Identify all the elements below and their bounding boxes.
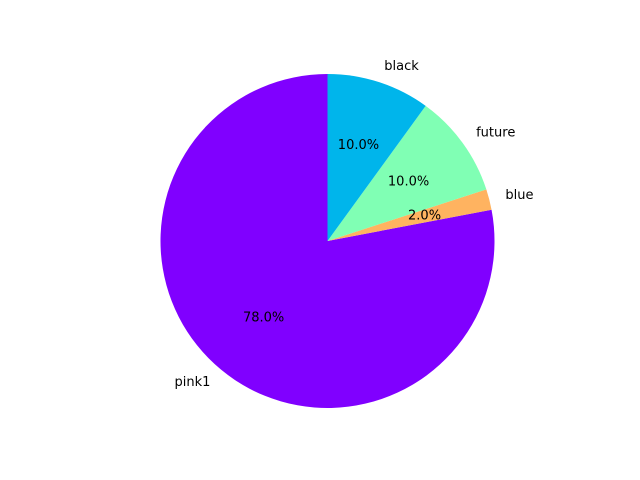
slice-pct-future: 10.0% — [388, 175, 429, 190]
pie-slice-black — [327, 74, 426, 241]
pie-slice-pink1 — [160, 74, 495, 409]
pie-slice-future — [327, 105, 487, 241]
slice-pct-black: 10.0% — [338, 138, 379, 153]
slice-label-black: black — [384, 59, 419, 74]
labels-layer: pink1 78.0% blue 2.0% future 10.0% black 10.0% — [174, 59, 533, 390]
slice-label-future: future — [476, 126, 515, 141]
slice-pct-blue: 2.0% — [408, 209, 441, 224]
slices-layer — [160, 74, 495, 409]
slice-pct-pink1: 78.0% — [243, 311, 284, 326]
slice-label-blue: blue — [505, 188, 533, 203]
pie-slice-blue — [327, 189, 492, 241]
slice-label-pink1: pink1 — [174, 375, 210, 390]
